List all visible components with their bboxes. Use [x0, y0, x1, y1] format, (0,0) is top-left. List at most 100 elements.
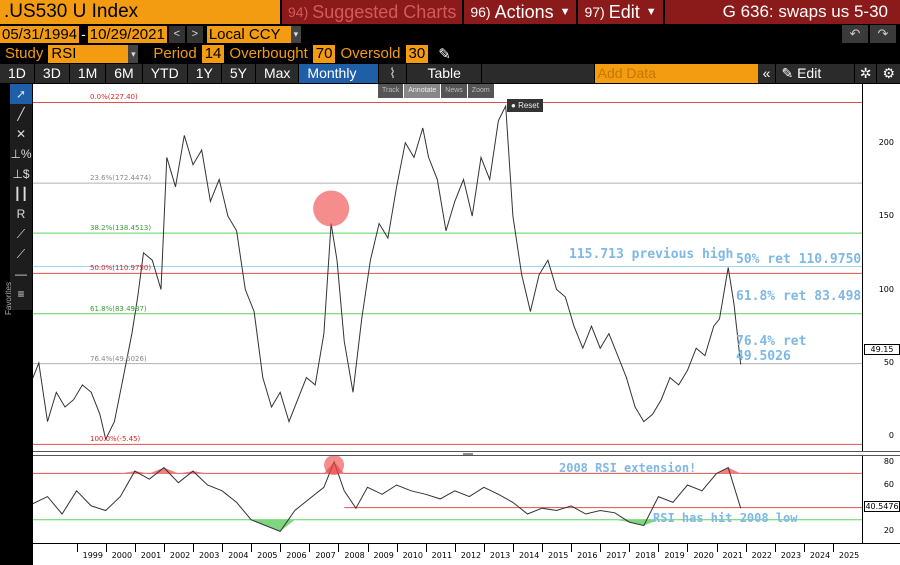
rsi-tick-2: 60: [883, 480, 894, 489]
stripes-icon[interactable]: ≡: [17, 287, 25, 301]
periodicity-select[interactable]: Monthly ▼: [299, 64, 378, 100]
line-chart-icon[interactable]: ⌇: [378, 64, 407, 83]
year-tick-2001: 2001: [140, 551, 162, 560]
peak-highlight-circle: [313, 190, 350, 227]
prev-arrow-icon[interactable]: <: [168, 25, 185, 43]
rsi-tick-3: 80: [883, 456, 894, 466]
edit-chart-button[interactable]: ✎ Edit Chart: [776, 64, 854, 100]
x-gridline: [454, 544, 456, 552]
year-tick-2007: 2007: [315, 551, 336, 560]
annotation-rsi-extension: 2008 RSI extension!: [559, 461, 697, 475]
year-tick-2006: 2006: [286, 551, 307, 560]
period-1y[interactable]: 1Y: [187, 64, 221, 83]
annotate-tool[interactable]: Annotate: [404, 84, 441, 98]
rsi-tick-0: 20: [883, 526, 894, 536]
edit-label: Edit: [608, 2, 640, 22]
year-tick-1999: 1999: [82, 551, 103, 560]
price-tick-4: 200: [878, 137, 894, 147]
favorites-tab[interactable]: Favorites: [4, 274, 20, 324]
oversold-input[interactable]: 30: [405, 44, 429, 63]
percent-tool-icon[interactable]: ⊥%: [10, 147, 32, 161]
ticker-field[interactable]: .US530 U Index: [0, 0, 280, 24]
period-3d[interactable]: 3D: [34, 64, 69, 83]
price-y-axis[interactable]: 0 50 100 150 200 49.15: [862, 84, 900, 451]
settings-icon[interactable]: ✲: [854, 64, 877, 83]
year-tick-2003: 2003: [198, 551, 220, 560]
delete-icon[interactable]: ✕: [15, 127, 27, 141]
x-gridline: [134, 544, 136, 552]
suggested-charts-button[interactable]: 94) Suggested Charts: [282, 0, 463, 24]
x-gridline: [483, 544, 485, 552]
pane-separator[interactable]: [33, 451, 900, 456]
period-6m[interactable]: 6M: [106, 64, 142, 83]
cursor-icon[interactable]: ➚: [10, 84, 32, 104]
news-tool[interactable]: News: [441, 84, 467, 98]
grip-icon: [463, 453, 473, 455]
year-tick-2014: 2014: [518, 551, 540, 560]
horizontal-line-icon[interactable]: —: [15, 267, 27, 281]
year-tick-2005: 2005: [257, 551, 278, 560]
overbought-input[interactable]: 70: [312, 44, 336, 63]
x-gridline: [163, 544, 165, 552]
table-button[interactable]: Table: [407, 64, 481, 83]
oversold-label: Oversold: [340, 45, 401, 62]
study-select[interactable]: RSI ▾: [48, 44, 139, 63]
retracement-icon[interactable]: R: [16, 207, 26, 221]
pencil-icon[interactable]: ✎: [438, 45, 451, 63]
bar-tool-icon[interactable]: ┃┃: [13, 187, 29, 201]
period-ytd[interactable]: YTD: [142, 64, 187, 83]
x-gridline: [396, 544, 398, 552]
fib-label-3: 50.0%(110.9750): [90, 264, 152, 273]
channel-icon[interactable]: ⟋: [16, 247, 26, 261]
end-date-input[interactable]: 10/29/2021: [87, 25, 167, 43]
reset-button[interactable]: ● Reset: [507, 99, 543, 112]
rsi-y-axis[interactable]: 20406080 40.5476: [862, 456, 900, 543]
x-gridline: [658, 544, 660, 552]
zoom-tool[interactable]: Zoom: [467, 84, 494, 98]
period-1d[interactable]: 1D: [0, 64, 34, 83]
dollar-tool-icon[interactable]: ⊥$: [12, 167, 30, 181]
year-tick-2012: 2012: [460, 551, 482, 560]
study-value: RSI: [51, 44, 77, 62]
draw-line-icon[interactable]: ╱: [17, 107, 25, 121]
year-tick-2013: 2013: [489, 551, 511, 560]
price-chart[interactable]: 0.0%(227.40) 23.6%(172.4474) 38.2%(138.451…: [33, 84, 862, 451]
pencil-icon: ✎: [781, 65, 794, 81]
year-tick-2019: 2019: [664, 551, 685, 560]
track-tool[interactable]: Track: [378, 84, 404, 98]
suggested-charts-num: 94): [288, 4, 309, 20]
x-gridline: [105, 544, 107, 552]
currency-select[interactable]: Local CCY ▾: [206, 25, 301, 43]
collapse-icon[interactable]: «: [757, 64, 776, 83]
period-5y[interactable]: 5Y: [221, 64, 255, 83]
price-series-line: [33, 104, 742, 441]
drawing-toolbar: ➚ ╱ ✕ ⊥% ⊥$ ┃┃ R ⟋ ⟋ — ≡ Favorites: [4, 84, 32, 315]
trend-line-icon[interactable]: ⟋: [16, 227, 26, 241]
price-tick-2: 100: [878, 284, 894, 294]
window-title: G 636: swaps us 5-30: [664, 0, 900, 24]
rsi-chart-svg: [33, 456, 862, 533]
undo-icon[interactable]: ↶: [842, 25, 868, 43]
next-arrow-icon[interactable]: >: [186, 25, 203, 43]
period-input[interactable]: 14: [201, 44, 225, 63]
gear-icon[interactable]: ⚙: [877, 64, 900, 83]
actions-menu[interactable]: 96) Actions ▼: [464, 0, 577, 24]
period-1m[interactable]: 1M: [69, 64, 106, 83]
price-tick-0: 0: [888, 431, 894, 441]
year-tick-2024: 2024: [809, 551, 831, 560]
toolbar-spacer: [481, 64, 594, 83]
period-bar: 1D 3D 1M 6M YTD 1Y 5Y Max Monthly ▼ ⌇ Ta…: [0, 64, 900, 100]
add-data-input[interactable]: Add Data: [594, 64, 758, 83]
start-date-input[interactable]: 05/31/1994: [0, 25, 80, 43]
rsi-chart[interactable]: 2008 RSI extension! RSI has hit 2008 low: [33, 456, 862, 543]
year-tick-2022: 2022: [751, 551, 772, 560]
price-chart-svg: [33, 101, 862, 445]
rsi-series-line: [33, 460, 742, 533]
year-tick-2009: 2009: [373, 551, 394, 560]
period-max[interactable]: Max: [255, 64, 299, 83]
time-x-axis[interactable]: 1999 2000 2001 2002 2003 2004 2005 2006 2007 2008…: [33, 543, 900, 565]
edit-menu[interactable]: 97) Edit ▼: [578, 0, 663, 24]
price-tick-1: 50: [883, 357, 894, 367]
year-tick-2008: 2008: [344, 551, 365, 560]
redo-icon[interactable]: ↷: [870, 25, 896, 43]
